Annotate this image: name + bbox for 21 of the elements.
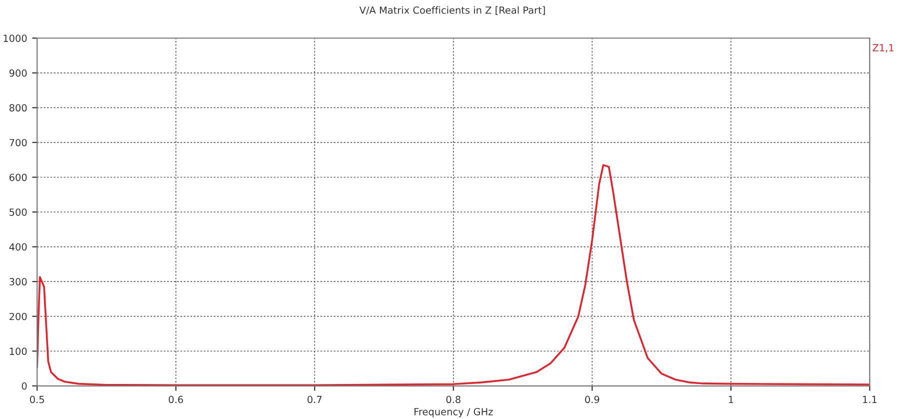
y-tick-label: 0 — [22, 382, 27, 390]
y-tick-label: 700 — [10, 138, 27, 146]
x-tick-label: 0.8 — [446, 396, 460, 404]
chart-title: V/A Matrix Coefficients in Z [Real Part] — [359, 6, 545, 15]
text: Z1,1 — [872, 44, 894, 52]
y-tick-label: 1000 — [4, 34, 27, 42]
x-tick-label: 0.9 — [585, 396, 600, 404]
y-tick-label: 300 — [10, 278, 27, 286]
y-tick-label: 500 — [10, 208, 27, 216]
y-tick-label: 100 — [10, 348, 27, 355]
x-tick-label: 0.5 — [30, 396, 44, 404]
x-tick-label: 1.1 — [863, 396, 877, 404]
y-tick-label: 400 — [9, 243, 27, 251]
x-tick-label: 1 — [728, 396, 734, 404]
y-tick-label: 800 — [9, 104, 27, 112]
x-axis-title: Frequency / GHz — [414, 408, 493, 418]
y-tick-label: 900 — [9, 69, 27, 77]
x-tick-label: 0.6 — [168, 396, 183, 404]
x-tick-label: 0.7 — [308, 396, 322, 404]
y-tick-label: 600 — [10, 174, 27, 182]
y-tick-label: 200 — [10, 312, 27, 320]
